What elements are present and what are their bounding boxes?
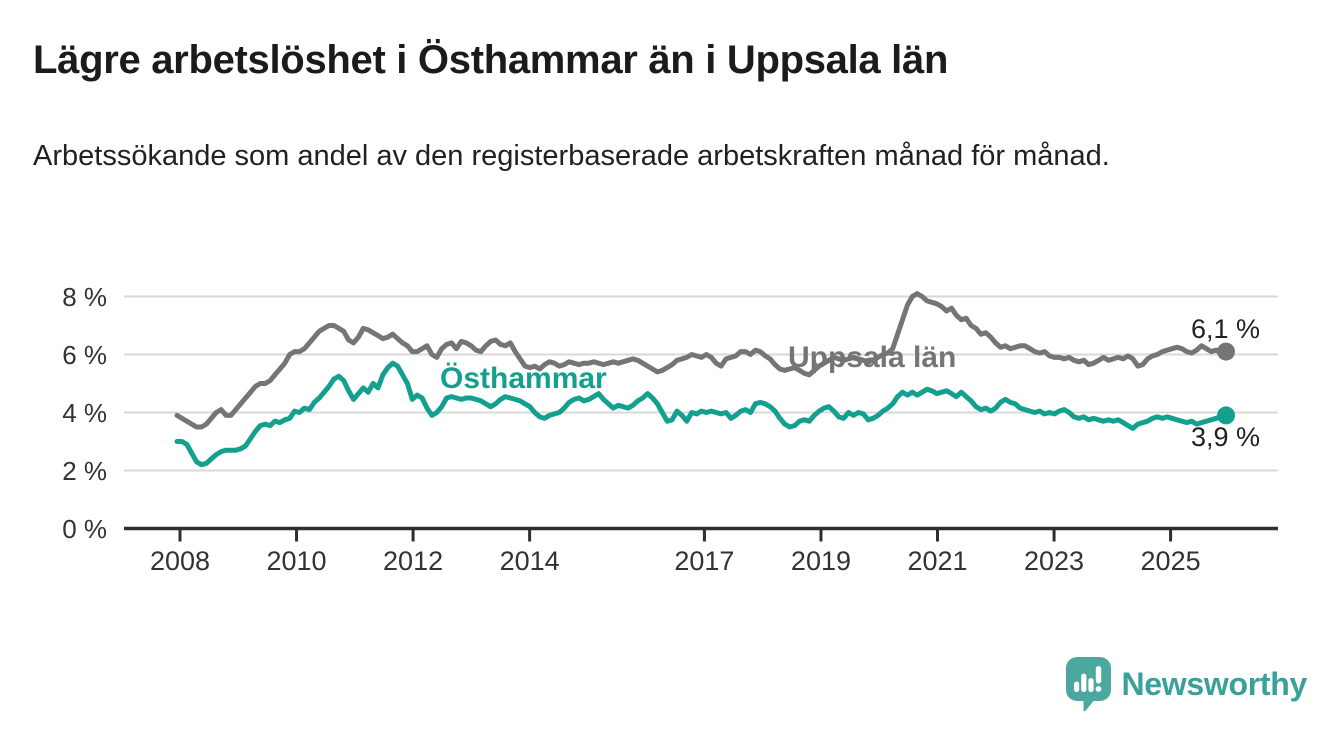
x-axis-label: 2023 <box>1024 546 1085 576</box>
brand-name: Newsworthy <box>1121 665 1308 702</box>
line-osthammar <box>174 360 1229 468</box>
x-axis-label: 2010 <box>266 546 327 576</box>
page-subtitle: Arbetssökande som andel av den registerb… <box>33 140 1110 172</box>
y-axis-label: 8 % <box>62 281 107 312</box>
bar-medium <box>1087 678 1094 692</box>
y-axis-label: 2 % <box>62 455 107 486</box>
x-axis-label: 2008 <box>149 546 211 576</box>
exclamation-dot <box>1095 686 1101 692</box>
page-title: Lägre arbetslöshet i Östhammar än i Upps… <box>33 38 949 82</box>
x-axis-label: 2017 <box>674 546 735 576</box>
series-label-osthammar: Östhammar <box>440 362 607 395</box>
newsworthy-logo: Newsworthy <box>1064 654 1308 714</box>
exclamation-bar <box>1095 666 1101 684</box>
bar-short <box>1073 681 1079 692</box>
y-axis-label: 4 % <box>62 397 107 428</box>
y-axis-label: 0 % <box>62 513 107 544</box>
end-dot-uppsala-lan <box>1217 342 1235 361</box>
x-axis-label: 2021 <box>907 546 968 576</box>
end-value-label-osthammar: 3,9 % <box>1190 422 1260 452</box>
bar-tall <box>1080 673 1086 692</box>
x-axis-label: 2014 <box>499 546 560 576</box>
x-axis-label: 2012 <box>383 546 444 576</box>
x-axis-label: 2025 <box>1140 546 1201 576</box>
x-axis-label: 2019 <box>790 546 851 576</box>
series-label-uppsala-lan: Uppsala län <box>788 341 957 374</box>
newsworthy-logo-icon <box>1065 657 1111 712</box>
line-uppsala-lan <box>174 291 1229 430</box>
end-dot-osthammar <box>1217 406 1235 425</box>
end-value-label-uppsala-lan: 6,1 % <box>1190 314 1260 344</box>
y-axis-label: 6 % <box>62 339 107 370</box>
